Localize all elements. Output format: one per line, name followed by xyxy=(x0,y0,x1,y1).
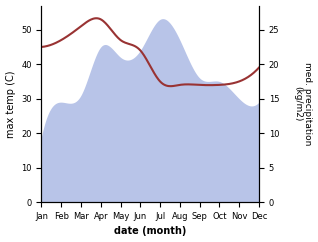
Y-axis label: med. precipitation
(kg/m2): med. precipitation (kg/m2) xyxy=(293,62,313,145)
Y-axis label: max temp (C): max temp (C) xyxy=(5,70,16,138)
X-axis label: date (month): date (month) xyxy=(114,227,186,236)
